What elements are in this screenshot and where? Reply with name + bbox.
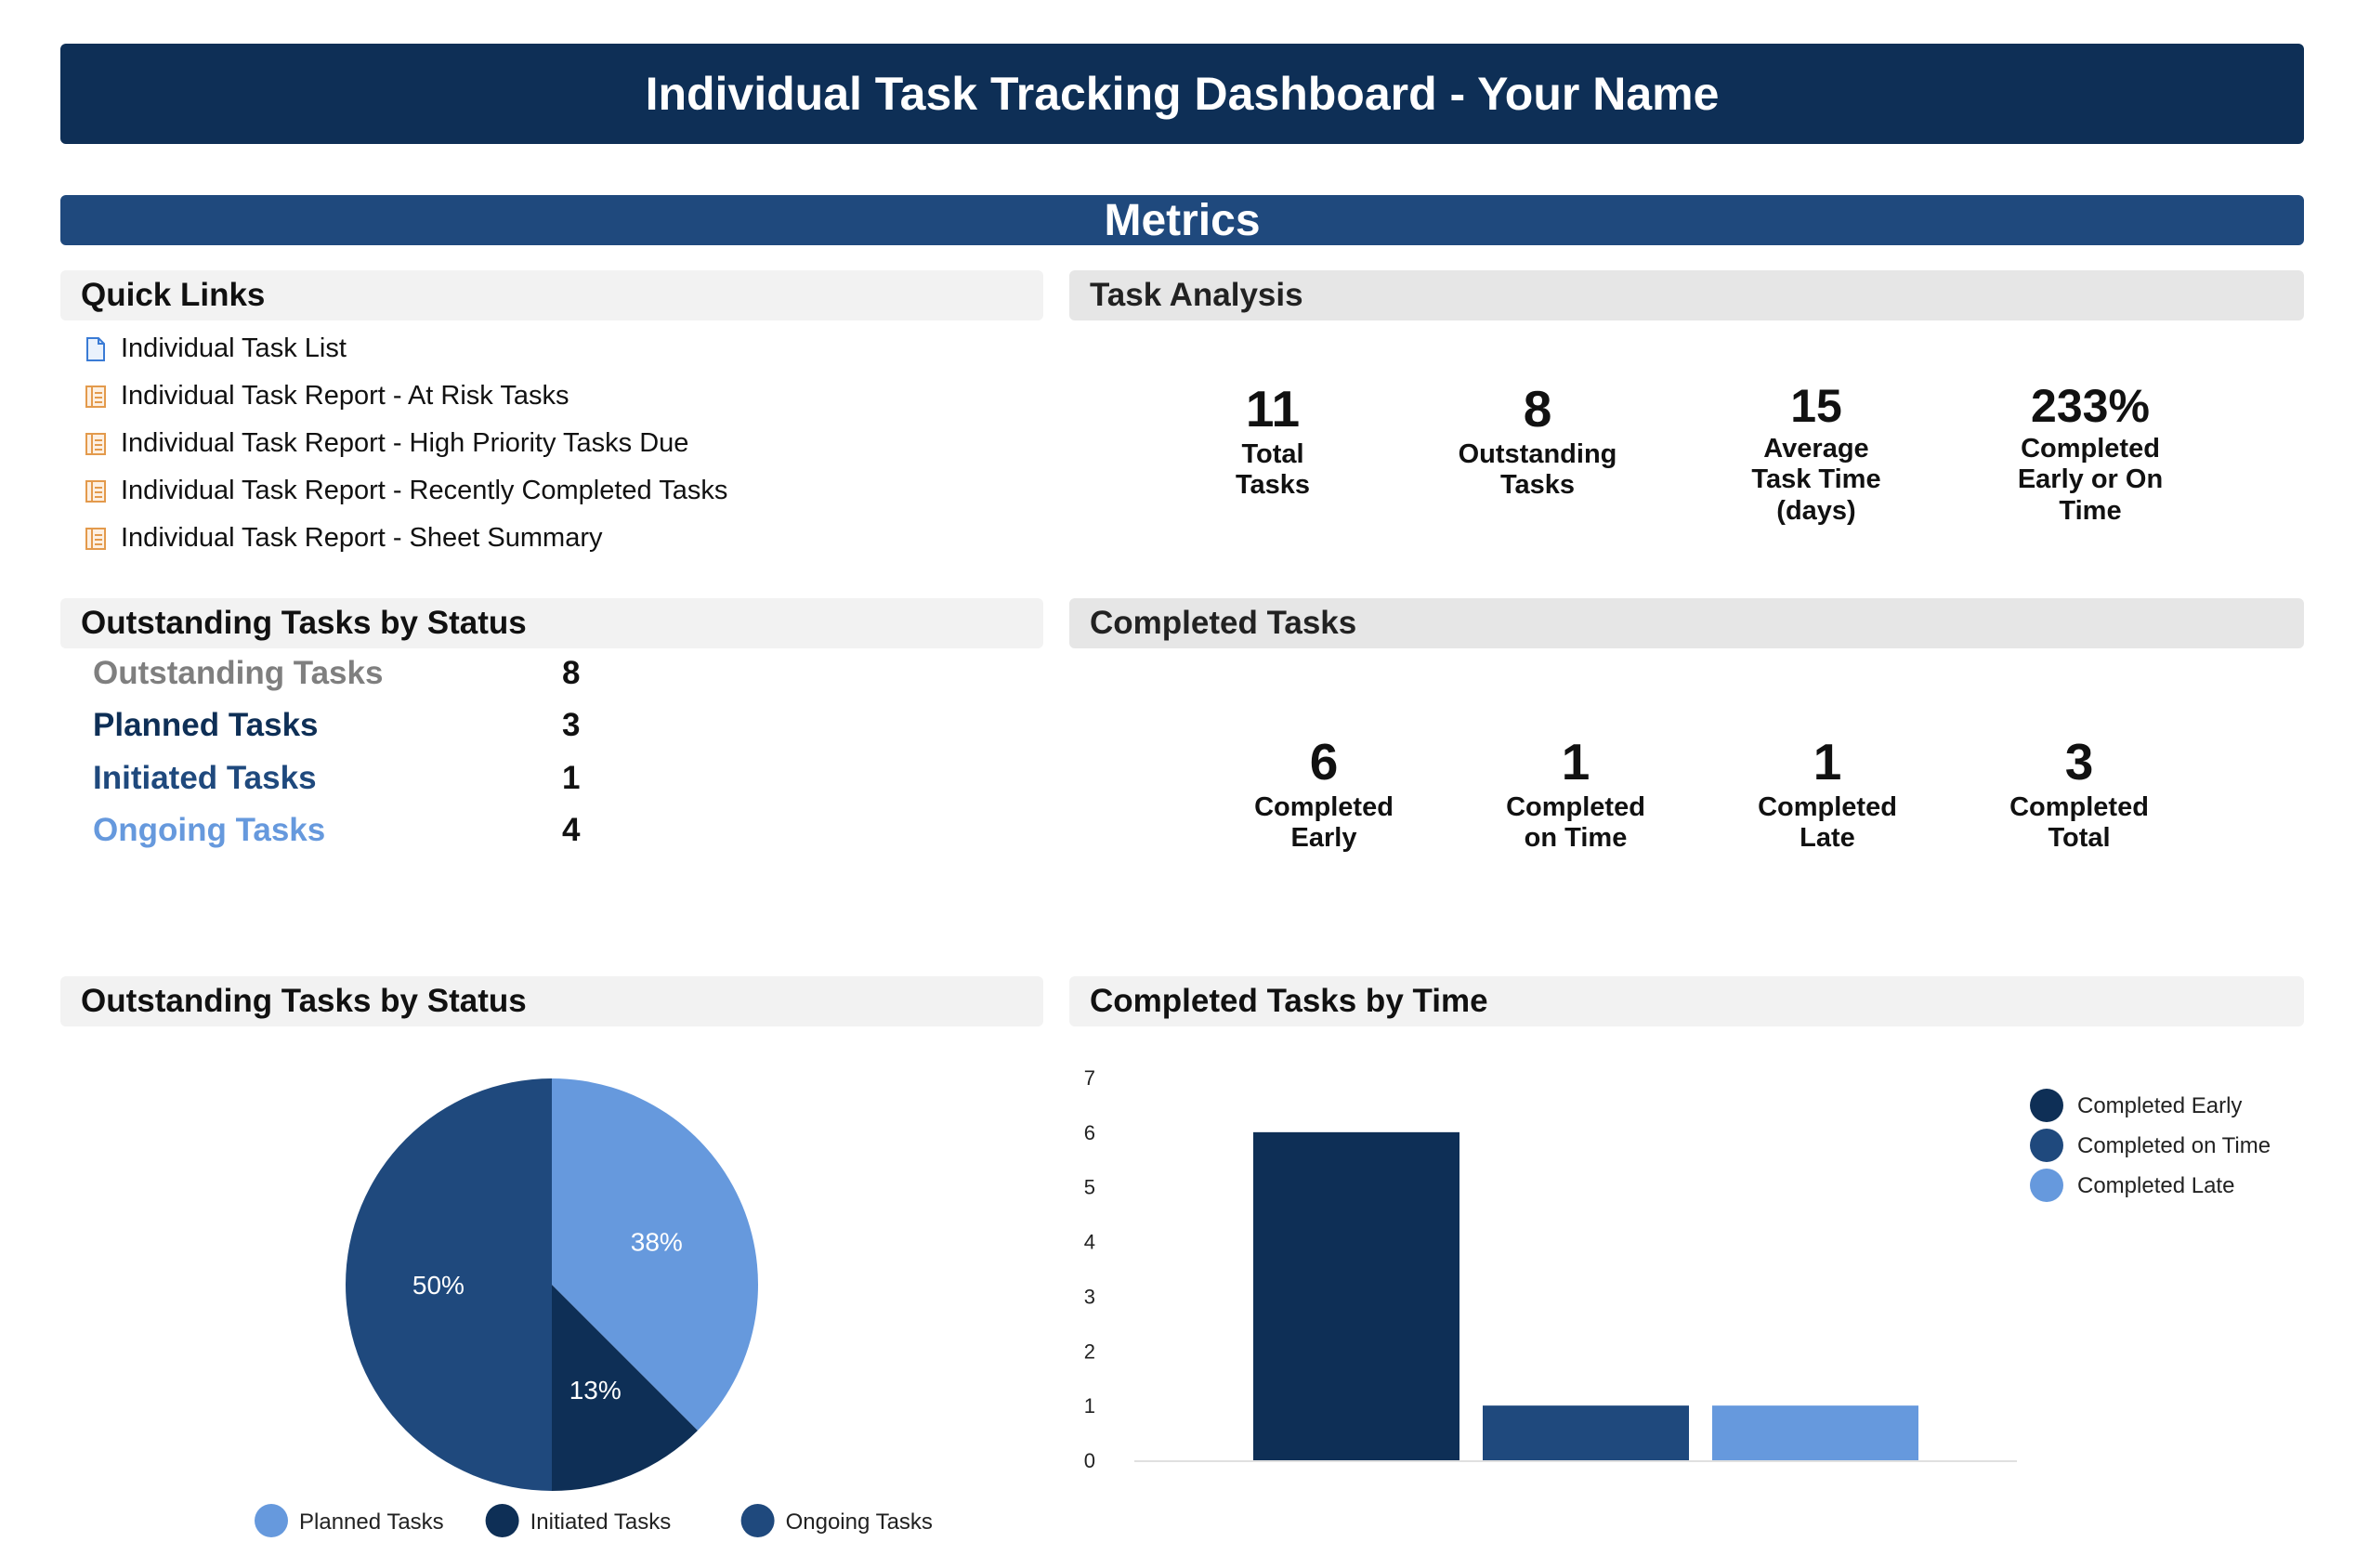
pie-slice-label: 13% bbox=[569, 1376, 622, 1405]
bar-legend-item: Completed Early bbox=[2030, 1089, 2242, 1122]
status-label: Ongoing Tasks bbox=[93, 812, 326, 848]
pie-slice-label: 38% bbox=[631, 1227, 683, 1256]
legend-swatch bbox=[2030, 1129, 2063, 1162]
pie-chart-header: Outstanding Tasks by Status bbox=[60, 976, 1043, 1026]
y-tick-label: 7 bbox=[1084, 1066, 1095, 1090]
report-icon bbox=[85, 527, 106, 551]
legend-swatch bbox=[2030, 1089, 2063, 1122]
dashboard-title: Individual Task Tracking Dashboard - You… bbox=[60, 44, 2304, 144]
metric-completed-on-time: 1 Completed on Time bbox=[1455, 734, 1696, 854]
metric-outstanding-tasks: 8 Outstanding Tasks bbox=[1417, 381, 1658, 501]
quick-link-label[interactable]: Individual Task Report - High Priority T… bbox=[121, 428, 689, 458]
bar-chart: 0 1 2 3 4 5 6 7 Completed Early Completed on Time… bbox=[1084, 1066, 2271, 1472]
status-value: 1 bbox=[562, 760, 581, 796]
report-icon bbox=[85, 432, 106, 456]
pie-slice bbox=[346, 1078, 552, 1491]
completed-tasks-header: Completed Tasks bbox=[1069, 598, 2304, 648]
quick-link-recently-completed[interactable]: Individual Task Report - Recently Comple… bbox=[85, 467, 1014, 515]
pie-legend-item: Planned Tasks bbox=[255, 1504, 444, 1537]
status-value: 3 bbox=[562, 707, 581, 743]
quick-link-task-list[interactable]: Individual Task List bbox=[85, 325, 1014, 372]
legend-swatch bbox=[740, 1504, 775, 1537]
quick-link-label[interactable]: Individual Task Report - Recently Comple… bbox=[121, 476, 728, 505]
y-tick-label: 4 bbox=[1084, 1231, 1095, 1254]
legend-swatch bbox=[485, 1504, 519, 1537]
status-row-outstanding: Outstanding Tasks 8 bbox=[93, 647, 650, 699]
status-row-planned: Planned Tasks 3 bbox=[93, 699, 650, 751]
quick-link-at-risk[interactable]: Individual Task Report - At Risk Tasks bbox=[85, 372, 1014, 420]
metric-completed-early: 6 Completed Early bbox=[1203, 734, 1445, 854]
metric-value: 3 bbox=[2064, 733, 2094, 791]
status-row-ongoing: Ongoing Tasks 4 bbox=[93, 804, 650, 856]
metric-caption: Total Tasks bbox=[1235, 438, 1311, 500]
pie-chart: 38% 13% 50% Planned Tasks Initiated Tasks Ong… bbox=[255, 1078, 933, 1537]
quick-link-label[interactable]: Individual Task List bbox=[121, 333, 347, 363]
metric-average-task-time: 15 Average Task Time (days) bbox=[1695, 381, 1937, 527]
metric-value: 1 bbox=[1561, 733, 1590, 791]
status-value: 4 bbox=[562, 812, 581, 848]
quick-link-label[interactable]: Individual Task Report - Sheet Summary bbox=[121, 523, 603, 553]
status-value: 8 bbox=[562, 655, 581, 691]
pie-slice bbox=[552, 1078, 758, 1431]
metric-caption: Completed Total bbox=[2009, 791, 2149, 853]
bar bbox=[1712, 1405, 1918, 1460]
quick-links-header: Quick Links bbox=[60, 270, 1043, 320]
status-table-header: Outstanding Tasks by Status bbox=[60, 598, 1043, 648]
legend-label: Initiated Tasks bbox=[530, 1509, 672, 1535]
legend-label: Ongoing Tasks bbox=[786, 1509, 933, 1535]
quick-link-sheet-summary[interactable]: Individual Task Report - Sheet Summary bbox=[85, 515, 1014, 562]
y-tick-label: 0 bbox=[1084, 1449, 1095, 1472]
legend-label: Planned Tasks bbox=[299, 1509, 444, 1535]
pie-slice-label: 50% bbox=[412, 1271, 465, 1300]
bar bbox=[1253, 1131, 1459, 1460]
bar bbox=[1483, 1405, 1689, 1460]
metric-completed-late: 1 Completed Late bbox=[1707, 734, 1948, 854]
pie-legend-item: Initiated Tasks bbox=[485, 1504, 672, 1537]
metric-value: 11 bbox=[1245, 380, 1301, 438]
metric-value: 15 bbox=[1790, 380, 1842, 432]
metric-caption: Completed Late bbox=[1758, 791, 1897, 853]
metric-value: 8 bbox=[1523, 380, 1552, 438]
report-icon bbox=[85, 385, 106, 409]
sheet-icon bbox=[85, 336, 106, 361]
metric-caption: Completed Early or On Time bbox=[2017, 434, 2164, 526]
pie-slice bbox=[552, 1285, 698, 1491]
quick-link-label[interactable]: Individual Task Report - At Risk Tasks bbox=[121, 381, 569, 411]
quick-links-list: Individual Task List Individual Task Rep… bbox=[85, 325, 1014, 562]
metric-total-tasks: 11 Total Tasks bbox=[1152, 381, 1394, 501]
bar-chart-header: Completed Tasks by Time bbox=[1069, 976, 2304, 1026]
bar-legend-item: Completed on Time bbox=[2030, 1129, 2271, 1162]
metric-value: 6 bbox=[1309, 733, 1339, 791]
metric-value: 1 bbox=[1813, 733, 1842, 791]
report-icon bbox=[85, 479, 106, 503]
legend-label: Completed on Time bbox=[2077, 1133, 2271, 1158]
metric-value: 233% bbox=[2031, 380, 2150, 432]
y-tick-label: 5 bbox=[1084, 1176, 1095, 1199]
status-label: Planned Tasks bbox=[93, 707, 319, 743]
y-tick-label: 6 bbox=[1084, 1121, 1095, 1144]
metric-completed-early-or-on-time: 233% Completed Early or On Time bbox=[1970, 381, 2211, 527]
metric-caption: Average Task Time (days) bbox=[1751, 434, 1881, 526]
pie-legend-item: Ongoing Tasks bbox=[740, 1504, 933, 1537]
bar-legend-item: Completed Late bbox=[2030, 1169, 2234, 1202]
metric-caption: Completed on Time bbox=[1506, 791, 1645, 853]
y-tick-label: 3 bbox=[1084, 1285, 1095, 1308]
legend-swatch bbox=[255, 1504, 288, 1537]
metric-completed-total: 3 Completed Total bbox=[1958, 734, 2200, 854]
status-label: Initiated Tasks bbox=[93, 760, 317, 796]
status-label: Outstanding Tasks bbox=[93, 655, 384, 691]
metrics-title: Metrics bbox=[60, 195, 2304, 245]
metric-caption: Outstanding Tasks bbox=[1458, 438, 1617, 500]
legend-swatch bbox=[2030, 1169, 2063, 1202]
task-analysis-header: Task Analysis bbox=[1069, 270, 2304, 320]
quick-link-high-priority[interactable]: Individual Task Report - High Priority T… bbox=[85, 420, 1014, 467]
y-tick-label: 2 bbox=[1084, 1339, 1095, 1363]
metric-caption: Completed Early bbox=[1254, 791, 1394, 853]
y-tick-label: 1 bbox=[1084, 1394, 1095, 1418]
status-row-initiated: Initiated Tasks 1 bbox=[93, 752, 650, 804]
legend-label: Completed Early bbox=[2077, 1093, 2242, 1118]
legend-label: Completed Late bbox=[2077, 1173, 2234, 1198]
